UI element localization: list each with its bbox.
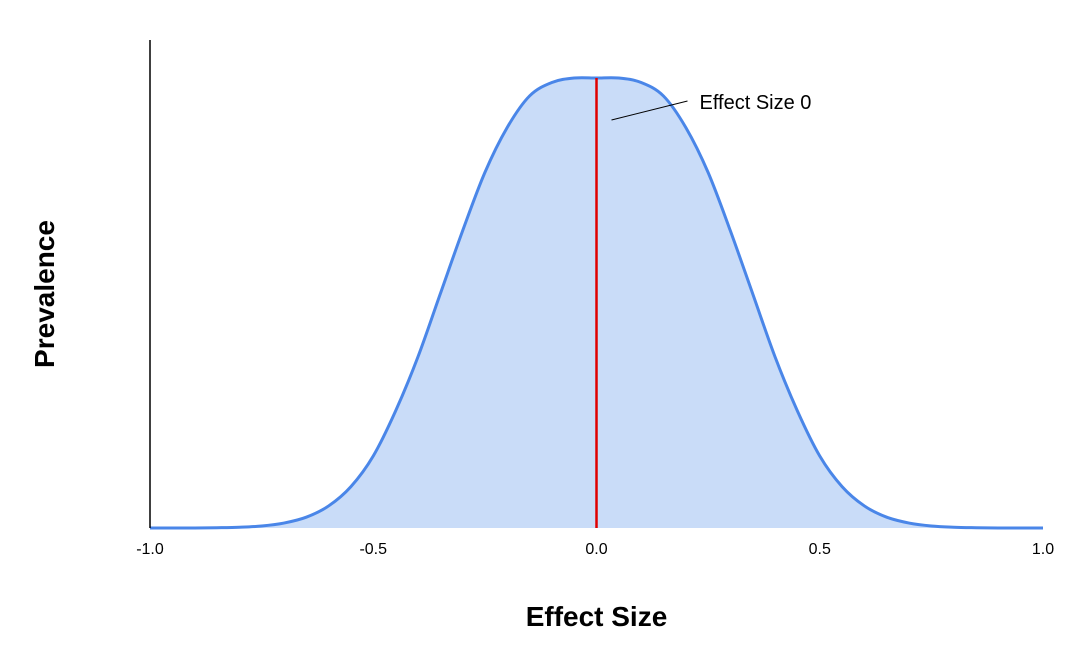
axes <box>149 40 151 528</box>
x-tick-label: -0.5 <box>359 541 387 558</box>
x-axis-title: Effect Size <box>526 601 668 632</box>
x-tick-label: 1.0 <box>1032 541 1054 558</box>
annotation: Effect Size 0 <box>611 92 812 121</box>
x-tick-labels: -1.0 -0.5 0.0 0.5 1.0 <box>136 541 1054 558</box>
x-tick-label: 0.5 <box>809 541 831 558</box>
plot-area <box>150 76 1043 530</box>
x-tick-label: 0.0 <box>585 541 607 558</box>
x-tick-label: -1.0 <box>136 541 164 558</box>
y-axis-title: Prevalence <box>29 220 60 368</box>
annotation-leader-line <box>611 100 688 121</box>
annotation-label: Effect Size 0 <box>700 92 812 114</box>
